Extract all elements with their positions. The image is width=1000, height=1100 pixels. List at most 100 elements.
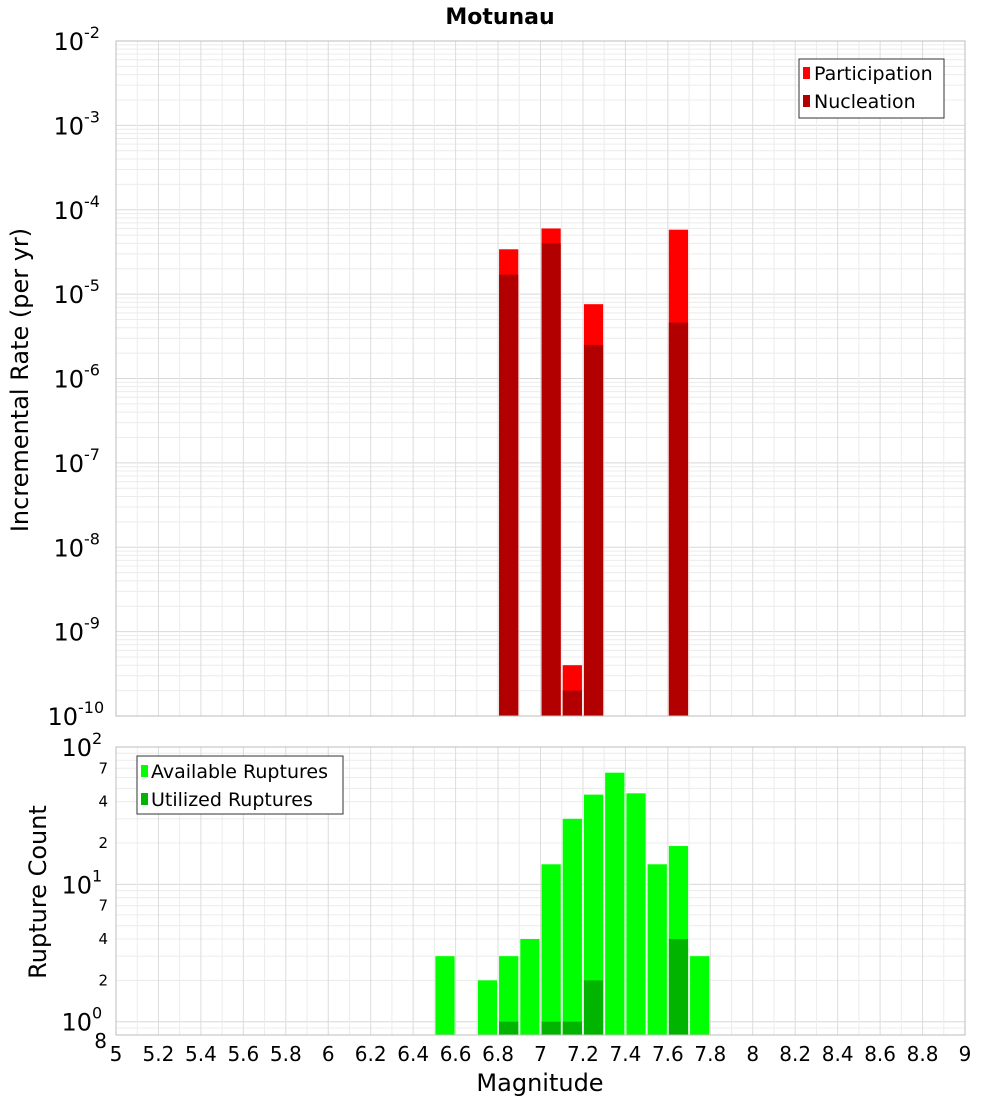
- y-tick-base: 10: [53, 450, 84, 478]
- legend-box: [136, 755, 344, 815]
- utilized-ruptures-bar: [668, 939, 689, 1035]
- nucleation-label: Nucleation: [814, 91, 916, 113]
- y-tick-label: 10 -6: [53, 361, 100, 394]
- nucleation-bar: [541, 243, 561, 717]
- plot-border: [115, 40, 966, 717]
- utilized-swatch: [141, 793, 148, 805]
- utilized-ruptures-bar: [541, 1021, 561, 1035]
- y-minor-tick-label: 7: [98, 759, 108, 777]
- y-tick-base: 10: [53, 619, 84, 647]
- x-tick-label: 6.8: [482, 1042, 514, 1066]
- y-tick-exponent: -4: [84, 192, 100, 211]
- y-tick-label: 10 1: [61, 866, 102, 899]
- y-tick-label: 10 -5: [53, 276, 100, 309]
- y-tick-base: 10: [61, 1009, 92, 1037]
- y-tick-base: 10: [61, 871, 92, 899]
- x-tick-label: 6.4: [397, 1042, 429, 1066]
- available-swatch: [141, 765, 148, 777]
- y-tick-exponent: 0: [92, 1004, 102, 1023]
- nucleation-bar: [668, 322, 689, 716]
- chart-title: Motunau: [445, 5, 554, 30]
- y-tick-exponent: 2: [92, 729, 102, 748]
- y-tick-base: 10: [53, 281, 84, 309]
- y-minor-tick-label: 4: [98, 930, 108, 948]
- x-axis-label: Magnitude: [476, 1069, 603, 1097]
- legend-box: [798, 58, 945, 119]
- y-minor-tick-label: 2: [98, 971, 108, 989]
- legend-ruptures: Available Ruptures Utilized Ruptures: [136, 755, 344, 815]
- y-tick-label: 10 -7: [53, 445, 100, 478]
- y-tick-exponent: -2: [84, 23, 100, 42]
- x-tick-label: 8.8: [907, 1042, 939, 1066]
- nucleation-swatch: [803, 95, 810, 107]
- y-tick-label: 10 0: [61, 1004, 102, 1037]
- available-ruptures-bar: [647, 864, 667, 1035]
- nucleation-bar: [583, 344, 604, 716]
- y-tick-label: 10 -10: [47, 698, 104, 731]
- y-tick-label: 10 2: [61, 729, 102, 762]
- x-tick-label: 7.4: [609, 1042, 641, 1066]
- y-tick-label: 10 -4: [53, 192, 100, 225]
- y-tick-label: 10 -8: [53, 529, 100, 562]
- utilized-ruptures-bar: [583, 980, 604, 1035]
- x-tick-label: 7.6: [652, 1042, 684, 1066]
- available-ruptures-bar: [520, 939, 540, 1035]
- available-ruptures-bar: [541, 864, 561, 1035]
- y-tick-exponent: -3: [84, 107, 100, 126]
- x-tick-label: 8.6: [864, 1042, 896, 1066]
- y-tick-base: 10: [47, 703, 78, 731]
- y-minor-tick-label: 8: [94, 1029, 107, 1053]
- x-tick-label: 8: [746, 1042, 759, 1066]
- x-tick-label: 6.6: [440, 1042, 472, 1066]
- x-tick-label: 5.2: [143, 1042, 175, 1066]
- available-ruptures-bar: [690, 956, 710, 1035]
- y-tick-exponent: -7: [84, 445, 100, 464]
- y-tick-base: 10: [53, 28, 84, 56]
- y-minor-tick-label: 2: [98, 834, 108, 852]
- y-minor-tick-label: 4: [98, 793, 108, 811]
- nucleation-bar: [562, 690, 582, 716]
- bottom-y-axis-label: Rupture Count: [24, 805, 52, 979]
- available-ruptures-bar: [583, 794, 604, 1035]
- participation-label: Participation: [814, 63, 933, 85]
- y-tick-label: 10 -3: [53, 107, 100, 140]
- y-tick-base: 10: [61, 734, 92, 762]
- available-ruptures-bar: [626, 793, 646, 1035]
- available-ruptures-bar: [605, 772, 625, 1035]
- y-tick-base: 10: [53, 366, 84, 394]
- utilized-ruptures-bar: [499, 1021, 519, 1035]
- x-tick-label: 8.2: [779, 1042, 811, 1066]
- top-y-axis-label: Incremental Rate (per yr): [6, 228, 34, 532]
- available-ruptures-bar: [435, 956, 455, 1035]
- x-tick-label: 8.4: [822, 1042, 854, 1066]
- x-tick-label: 5.6: [227, 1042, 259, 1066]
- x-tick-label: 7: [534, 1042, 547, 1066]
- y-tick-exponent: -8: [84, 529, 100, 548]
- y-tick-label: 10 -2: [53, 23, 100, 56]
- available-ruptures-bar: [477, 980, 498, 1035]
- x-tick-label: 5: [110, 1042, 123, 1066]
- x-tick-label: 7.2: [567, 1042, 599, 1066]
- y-minor-tick-label: 7: [98, 897, 108, 915]
- available-ruptures-bar: [499, 956, 519, 1035]
- x-tick-label: 6: [322, 1042, 335, 1066]
- plot-border: [115, 746, 966, 1036]
- y-tick-base: 10: [53, 197, 84, 225]
- y-tick-base: 10: [53, 534, 84, 562]
- nucleation-bar: [499, 274, 519, 716]
- participation-swatch: [803, 67, 810, 79]
- utilized-label: Utilized Ruptures: [151, 789, 313, 811]
- utilized-ruptures-bar: [562, 1021, 582, 1035]
- x-tick-label: 9: [959, 1042, 972, 1066]
- available-ruptures-bar: [562, 818, 582, 1035]
- y-tick-base: 10: [53, 112, 84, 140]
- y-tick-exponent: -10: [78, 698, 104, 717]
- x-tick-label: 5.4: [185, 1042, 217, 1066]
- legend-rate: Participation Nucleation: [798, 58, 945, 119]
- x-tick-label: 6.2: [355, 1042, 387, 1066]
- y-tick-exponent: 1: [92, 866, 102, 885]
- x-tick-label: 7.8: [694, 1042, 726, 1066]
